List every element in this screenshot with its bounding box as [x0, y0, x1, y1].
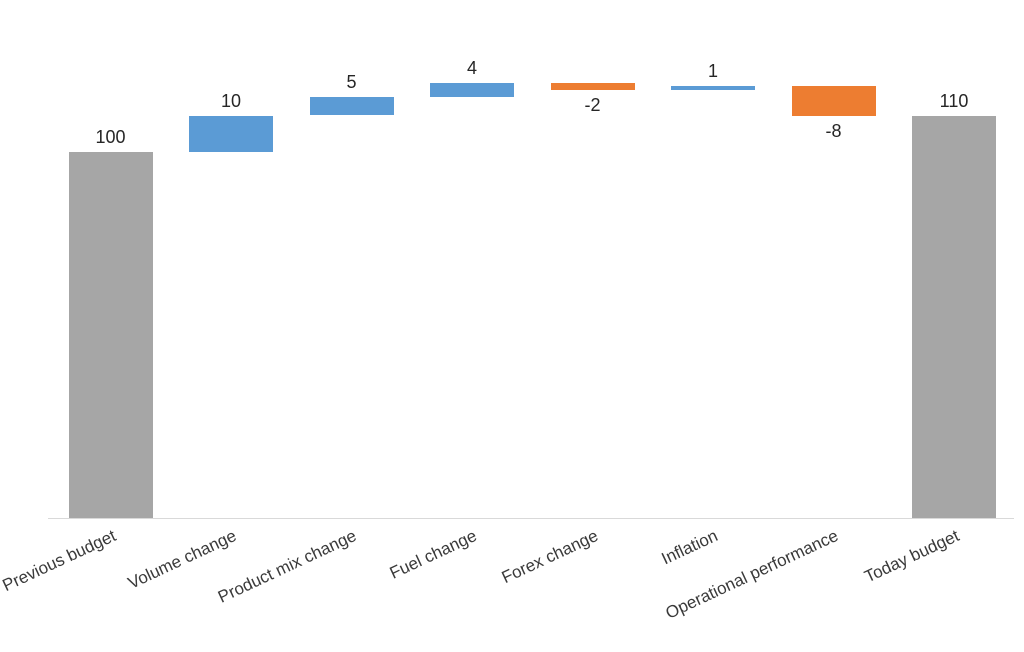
bar-product-mix-change	[309, 97, 394, 116]
x-axis-line	[48, 518, 1014, 519]
category-label-fuel-change: Fuel change	[387, 526, 481, 583]
category-label-volume-change: Volume change	[124, 526, 240, 593]
value-label-previous-budget: 100	[95, 127, 126, 148]
bar-operational-performance	[791, 86, 876, 116]
value-label-forex-change: -2	[584, 94, 601, 115]
bar-volume-change	[189, 115, 273, 153]
bar-inflation	[671, 86, 755, 90]
bar-forex-change	[550, 82, 635, 90]
value-label-inflation: 1	[707, 61, 719, 82]
bar-today-budget	[912, 115, 996, 518]
bar-fuel-change	[430, 82, 514, 98]
value-label-today-budget: 110	[939, 90, 969, 111]
category-label-previous-budget: Previous budget	[0, 526, 119, 596]
value-label-operational-performance: -8	[825, 120, 842, 141]
category-label-forex-change: Forex change	[498, 526, 601, 588]
category-label-inflation: Inflation	[659, 526, 722, 569]
value-label-product-mix-change: 5	[346, 72, 357, 93]
value-label-fuel-change: 4	[466, 57, 478, 78]
value-label-volume-change: 10	[220, 90, 242, 111]
category-label-today-budget: Today budget	[861, 526, 963, 587]
bar-previous-budget	[68, 152, 153, 518]
